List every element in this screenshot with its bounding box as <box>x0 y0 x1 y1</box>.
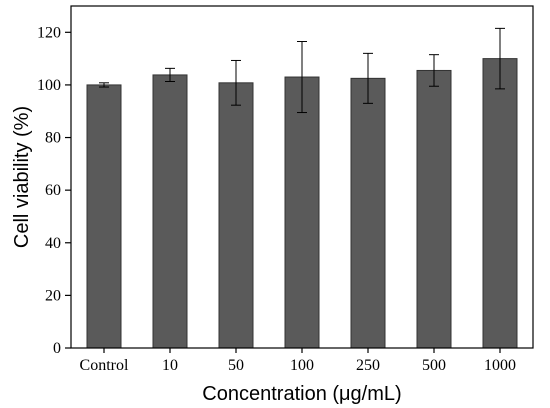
y-tick-label: 100 <box>37 77 61 94</box>
bars-layer <box>86 58 518 349</box>
y-tick-label: 60 <box>45 182 61 199</box>
x-axis: Control 10 50 100 250 500 1000 <box>80 348 516 374</box>
x-tick-label: 100 <box>290 357 314 374</box>
x-tick-label: 50 <box>228 357 244 374</box>
x-tick-label: 500 <box>422 357 446 374</box>
y-axis-title: Cell viability (%) <box>11 106 33 248</box>
bar-100 <box>284 76 320 349</box>
x-tick-label: 250 <box>356 357 380 374</box>
error-bars-layer <box>99 27 505 114</box>
y-tick-label: 20 <box>45 287 61 304</box>
y-tick-label: 0 <box>53 340 61 357</box>
x-axis-title: Concentration (μg/mL) <box>202 383 401 405</box>
y-tick-label: 80 <box>45 130 61 147</box>
x-tick-label: 10 <box>162 357 178 374</box>
bar-10 <box>152 74 188 349</box>
bar-250 <box>350 77 386 349</box>
y-axis: 0 20 40 60 80 100 120 <box>37 24 71 357</box>
bar-1000 <box>482 58 518 349</box>
y-tick-label: 120 <box>37 24 61 41</box>
bar-control <box>86 84 122 349</box>
x-tick-label: Control <box>80 357 129 374</box>
bar-500 <box>416 69 452 349</box>
x-tick-label: 1000 <box>484 357 516 374</box>
bar-50 <box>218 82 254 349</box>
y-tick-label: 40 <box>45 235 61 252</box>
